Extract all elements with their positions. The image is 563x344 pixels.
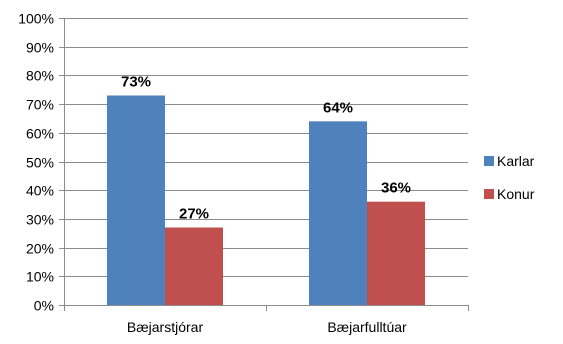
x-tick-label: Bæjarfulltúar bbox=[327, 319, 407, 335]
axes: 0% 10% 20% 30% 40% 50% 60% 70% 80% 90% 100% Bæjarst… bbox=[18, 11, 469, 335]
y-tick-label: 70% bbox=[26, 97, 54, 113]
data-label: 64% bbox=[323, 99, 353, 116]
bar-karlar-0 bbox=[107, 95, 165, 306]
legend-swatch-karlar bbox=[484, 156, 494, 166]
y-tick-label: 40% bbox=[26, 183, 54, 199]
y-tick-label: 0% bbox=[34, 298, 54, 314]
legend-swatch-konur bbox=[484, 189, 494, 199]
y-tick-label: 50% bbox=[26, 155, 54, 171]
bar-karlar-1 bbox=[309, 121, 367, 305]
data-label: 36% bbox=[381, 180, 411, 197]
y-tick-label: 90% bbox=[26, 40, 54, 56]
y-tick-label: 60% bbox=[26, 126, 54, 142]
data-labels: 73% 27% 64% 36% bbox=[121, 73, 411, 222]
y-tick-label: 10% bbox=[26, 269, 54, 285]
data-label: 73% bbox=[121, 73, 151, 90]
legend-label-karlar: Karlar bbox=[497, 153, 535, 169]
x-tick-label: Bæjarstjórar bbox=[127, 319, 204, 335]
legend: Karlar Konur bbox=[484, 153, 535, 202]
y-tick-label: 80% bbox=[26, 68, 54, 84]
bar-konur-0 bbox=[165, 227, 223, 305]
bar-konur-1 bbox=[367, 201, 425, 305]
y-tick-label: 20% bbox=[26, 241, 54, 257]
y-tick-label: 30% bbox=[26, 212, 54, 228]
bars bbox=[107, 95, 425, 306]
data-label: 27% bbox=[179, 206, 209, 223]
y-tick-label: 100% bbox=[18, 11, 54, 27]
legend-label-konur: Konur bbox=[497, 186, 535, 202]
